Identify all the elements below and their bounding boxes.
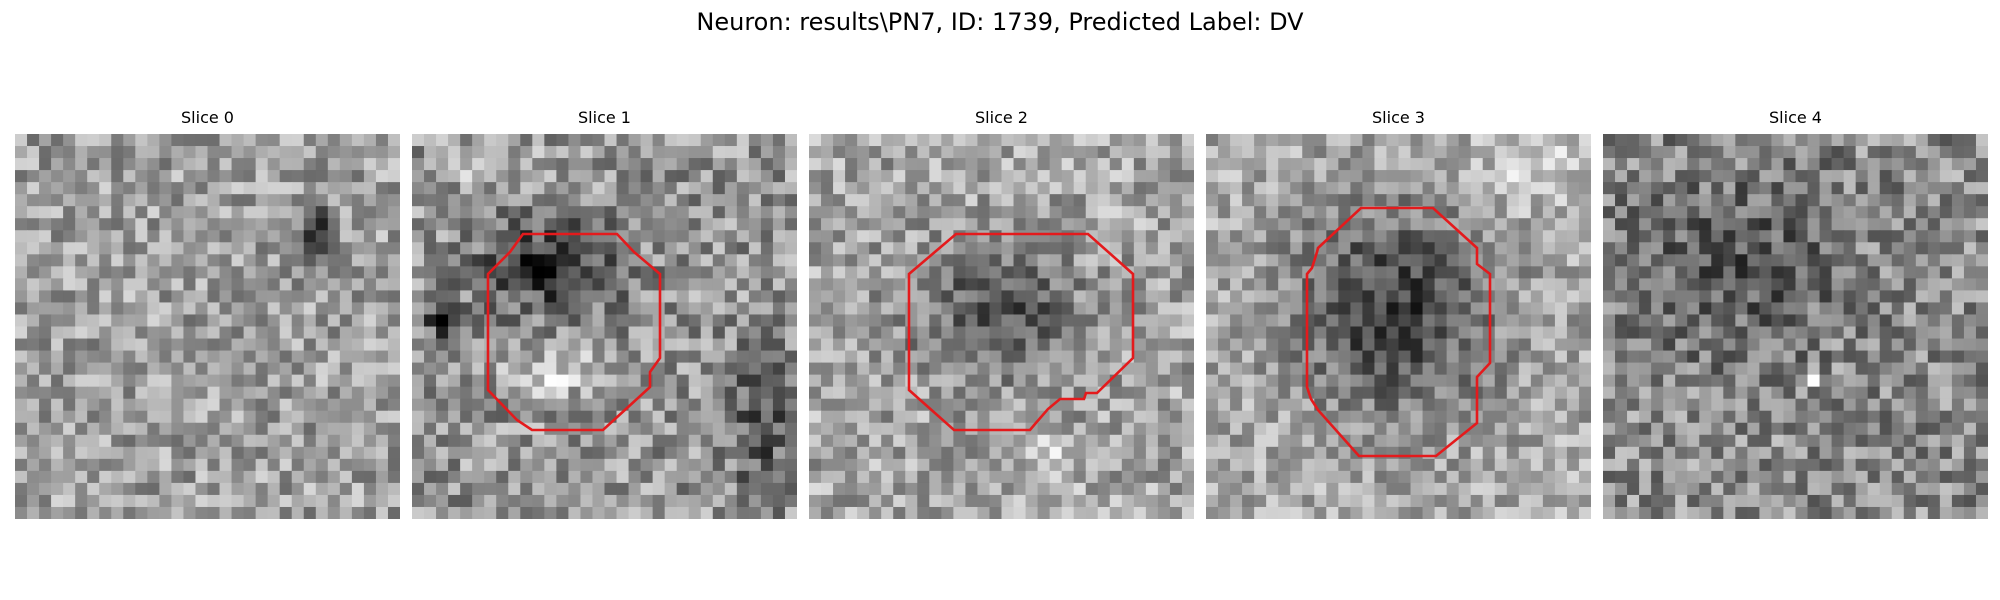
- slice-image: [1603, 134, 1988, 519]
- roi-contour: [1305, 206, 1492, 458]
- slice-title: Slice 2: [975, 108, 1028, 127]
- figure-title: Neuron: results\PN7, ID: 1739, Predicted…: [696, 8, 1304, 36]
- roi-contour: [907, 232, 1135, 432]
- slice-image: [15, 134, 400, 519]
- slice-title: Slice 1: [578, 108, 631, 127]
- slice-title: Slice 3: [1372, 108, 1425, 127]
- slice-title: Slice 0: [181, 108, 234, 127]
- slice-title: Slice 4: [1769, 108, 1822, 127]
- slice-image: [412, 134, 797, 519]
- slice-image: [1206, 134, 1591, 519]
- slice-image: [809, 134, 1194, 519]
- roi-contour: [486, 232, 662, 432]
